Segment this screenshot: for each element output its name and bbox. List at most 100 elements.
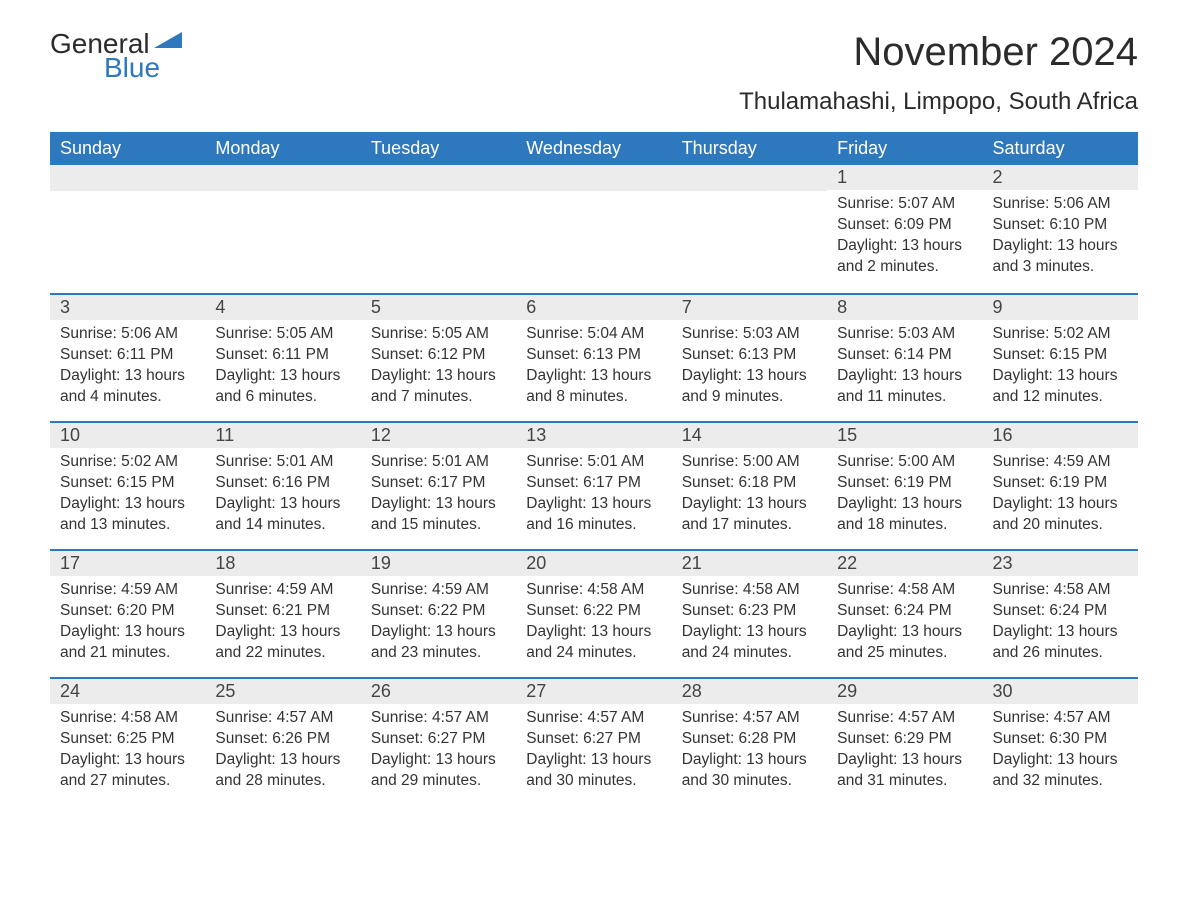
day-number: 21 (672, 549, 827, 576)
calendar-week-row: 10Sunrise: 5:02 AMSunset: 6:15 PMDayligh… (50, 421, 1138, 549)
day-details: Sunrise: 4:59 AMSunset: 6:19 PMDaylight:… (983, 448, 1138, 546)
sunset-line: Sunset: 6:28 PM (682, 729, 817, 750)
calendar-cell (516, 165, 671, 293)
day-details: Sunrise: 4:57 AMSunset: 6:27 PMDaylight:… (516, 704, 671, 802)
daylight-line: Daylight: 13 hours and 24 minutes. (682, 622, 817, 664)
sunset-line: Sunset: 6:27 PM (526, 729, 661, 750)
page-title: November 2024 (853, 30, 1138, 75)
day-details (205, 191, 360, 205)
day-number: 3 (50, 293, 205, 320)
sunset-line: Sunset: 6:13 PM (682, 345, 817, 366)
day-details: Sunrise: 4:59 AMSunset: 6:21 PMDaylight:… (205, 576, 360, 674)
sunset-line: Sunset: 6:20 PM (60, 601, 195, 622)
daylight-line: Daylight: 13 hours and 18 minutes. (837, 494, 972, 536)
sunset-line: Sunset: 6:18 PM (682, 473, 817, 494)
day-number (516, 165, 671, 191)
sunrise-line: Sunrise: 5:03 AM (837, 324, 972, 345)
daylight-line: Daylight: 13 hours and 27 minutes. (60, 750, 195, 792)
sunset-line: Sunset: 6:14 PM (837, 345, 972, 366)
calendar-cell: 20Sunrise: 4:58 AMSunset: 6:22 PMDayligh… (516, 549, 671, 677)
sunset-line: Sunset: 6:13 PM (526, 345, 661, 366)
sunrise-line: Sunrise: 4:57 AM (215, 708, 350, 729)
sunrise-line: Sunrise: 4:58 AM (60, 708, 195, 729)
day-number: 9 (983, 293, 1138, 320)
sunset-line: Sunset: 6:22 PM (526, 601, 661, 622)
sunrise-line: Sunrise: 4:59 AM (371, 580, 506, 601)
day-number (205, 165, 360, 191)
day-number: 24 (50, 677, 205, 704)
weekday-header: Sunday (50, 132, 205, 165)
calendar-cell: 24 Sunrise: 4:58 AMSunset: 6:25 PMDayligh… (50, 677, 205, 805)
weekday-header: Tuesday (361, 132, 516, 165)
sunrise-line: Sunrise: 4:58 AM (682, 580, 817, 601)
sunrise-line: Sunrise: 4:59 AM (215, 580, 350, 601)
daylight-line: Daylight: 13 hours and 7 minutes. (371, 366, 506, 408)
calendar-cell: 21Sunrise: 4:58 AMSunset: 6:23 PMDayligh… (672, 549, 827, 677)
daylight-line: Daylight: 13 hours and 25 minutes. (837, 622, 972, 664)
sunset-line: Sunset: 6:09 PM (837, 215, 972, 236)
calendar-cell: 26Sunrise: 4:57 AMSunset: 6:27 PMDayligh… (361, 677, 516, 805)
day-details: Sunrise: 5:03 AMSunset: 6:13 PMDaylight:… (672, 320, 827, 418)
calendar-cell: 18Sunrise: 4:59 AMSunset: 6:21 PMDayligh… (205, 549, 360, 677)
sunset-line: Sunset: 6:11 PM (215, 345, 350, 366)
day-details: Sunrise: 5:06 AMSunset: 6:11 PMDaylight:… (50, 320, 205, 418)
day-details (516, 191, 671, 205)
daylight-line: Daylight: 13 hours and 29 minutes. (371, 750, 506, 792)
sunrise-line: Sunrise: 5:07 AM (837, 194, 972, 215)
sunrise-line: Sunrise: 5:02 AM (993, 324, 1128, 345)
sunset-line: Sunset: 6:19 PM (993, 473, 1128, 494)
day-details: Sunrise: 5:01 AMSunset: 6:17 PMDaylight:… (361, 448, 516, 546)
sunrise-line: Sunrise: 5:00 AM (682, 452, 817, 473)
weekday-header: Friday (827, 132, 982, 165)
day-number: 18 (205, 549, 360, 576)
calendar-cell: 19Sunrise: 4:59 AMSunset: 6:22 PMDayligh… (361, 549, 516, 677)
day-number: 14 (672, 421, 827, 448)
logo-triangle-icon (154, 30, 182, 54)
daylight-line: Daylight: 13 hours and 12 minutes. (993, 366, 1128, 408)
sunset-line: Sunset: 6:16 PM (215, 473, 350, 494)
day-details: Sunrise: 4:57 AMSunset: 6:30 PMDaylight:… (983, 704, 1138, 802)
calendar-cell: 28Sunrise: 4:57 AMSunset: 6:28 PMDayligh… (672, 677, 827, 805)
calendar-cell (205, 165, 360, 293)
sunset-line: Sunset: 6:26 PM (215, 729, 350, 750)
calendar-cell: 9Sunrise: 5:02 AMSunset: 6:15 PMDaylight… (983, 293, 1138, 421)
day-details: Sunrise: 5:06 AMSunset: 6:10 PMDaylight:… (983, 190, 1138, 288)
logo: General Blue (50, 30, 182, 82)
day-number: 16 (983, 421, 1138, 448)
day-details: Sunrise: 5:07 AMSunset: 6:09 PMDaylight:… (827, 190, 982, 288)
logo-text-blue: Blue (104, 54, 182, 82)
day-details: Sunrise: 5:02 AMSunset: 6:15 PMDaylight:… (983, 320, 1138, 418)
sunset-line: Sunset: 6:21 PM (215, 601, 350, 622)
day-details: Sunrise: 4:57 AMSunset: 6:29 PMDaylight:… (827, 704, 982, 802)
sunrise-line: Sunrise: 4:59 AM (60, 580, 195, 601)
sunset-line: Sunset: 6:19 PM (837, 473, 972, 494)
calendar-week-row: 17Sunrise: 4:59 AMSunset: 6:20 PMDayligh… (50, 549, 1138, 677)
calendar-cell: 23Sunrise: 4:58 AMSunset: 6:24 PMDayligh… (983, 549, 1138, 677)
calendar-week-row: 24Sunrise: 4:58 AMSunset: 6:25 PMDayligh… (50, 677, 1138, 805)
day-details: Sunrise: 4:58 AMSunset: 6:23 PMDaylight:… (672, 576, 827, 674)
day-number: 19 (361, 549, 516, 576)
sunrise-line: Sunrise: 4:58 AM (837, 580, 972, 601)
sunset-line: Sunset: 6:29 PM (837, 729, 972, 750)
day-details: Sunrise: 5:04 AMSunset: 6:13 PMDaylight:… (516, 320, 671, 418)
day-details: Sunrise: 5:02 AMSunset: 6:15 PMDaylight:… (50, 448, 205, 546)
sunrise-line: Sunrise: 4:57 AM (993, 708, 1128, 729)
calendar-cell: 16Sunrise: 4:59 AMSunset: 6:19 PMDayligh… (983, 421, 1138, 549)
day-number: 8 (827, 293, 982, 320)
day-number: 6 (516, 293, 671, 320)
sunset-line: Sunset: 6:24 PM (993, 601, 1128, 622)
calendar-cell: 27Sunrise: 4:57 AMSunset: 6:27 PMDayligh… (516, 677, 671, 805)
location-subtitle: Thulamahashi, Limpopo, South Africa (50, 88, 1138, 116)
daylight-line: Daylight: 13 hours and 30 minutes. (526, 750, 661, 792)
day-details: Sunrise: 4:58 AMSunset: 6:24 PMDaylight:… (827, 576, 982, 674)
sunrise-line: Sunrise: 5:02 AM (60, 452, 195, 473)
calendar-week-row: 3Sunrise: 5:06 AMSunset: 6:11 PMDaylight… (50, 293, 1138, 421)
day-number: 25 (205, 677, 360, 704)
sunset-line: Sunset: 6:25 PM (60, 729, 195, 750)
sunrise-line: Sunrise: 5:01 AM (371, 452, 506, 473)
day-details: Sunrise: 4:59 AMSunset: 6:22 PMDaylight:… (361, 576, 516, 674)
day-number: 1 (827, 165, 982, 190)
daylight-line: Daylight: 13 hours and 14 minutes. (215, 494, 350, 536)
day-details: Sunrise: 4:57 AMSunset: 6:27 PMDaylight:… (361, 704, 516, 802)
day-number (672, 165, 827, 191)
